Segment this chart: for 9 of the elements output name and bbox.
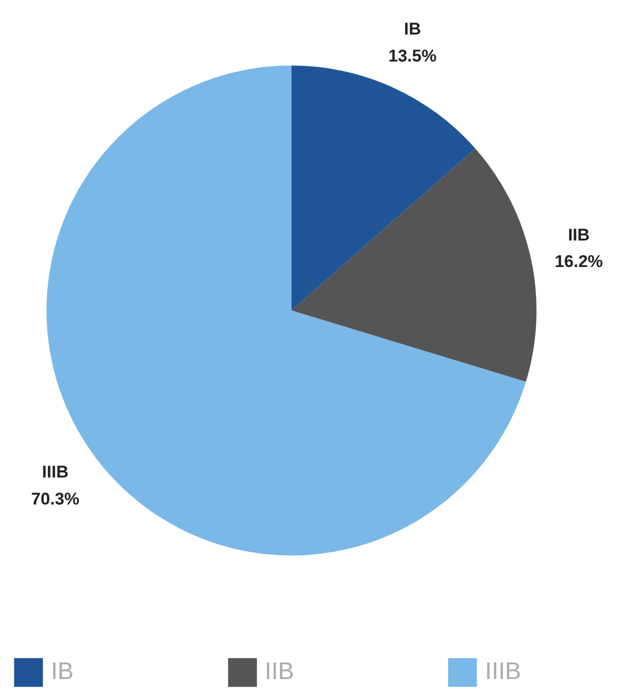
slice-label: IIB xyxy=(568,225,590,244)
legend-label: IIB xyxy=(264,658,294,686)
slice-label: IB xyxy=(404,20,421,39)
data-label: 13.5% xyxy=(388,46,437,66)
legend-label: IIIB xyxy=(485,658,522,686)
data-label: 16.2% xyxy=(554,252,603,271)
data-label: 70.3% xyxy=(31,489,80,508)
legend-label: IB xyxy=(51,658,74,686)
slice-label: IIIB xyxy=(42,462,69,482)
